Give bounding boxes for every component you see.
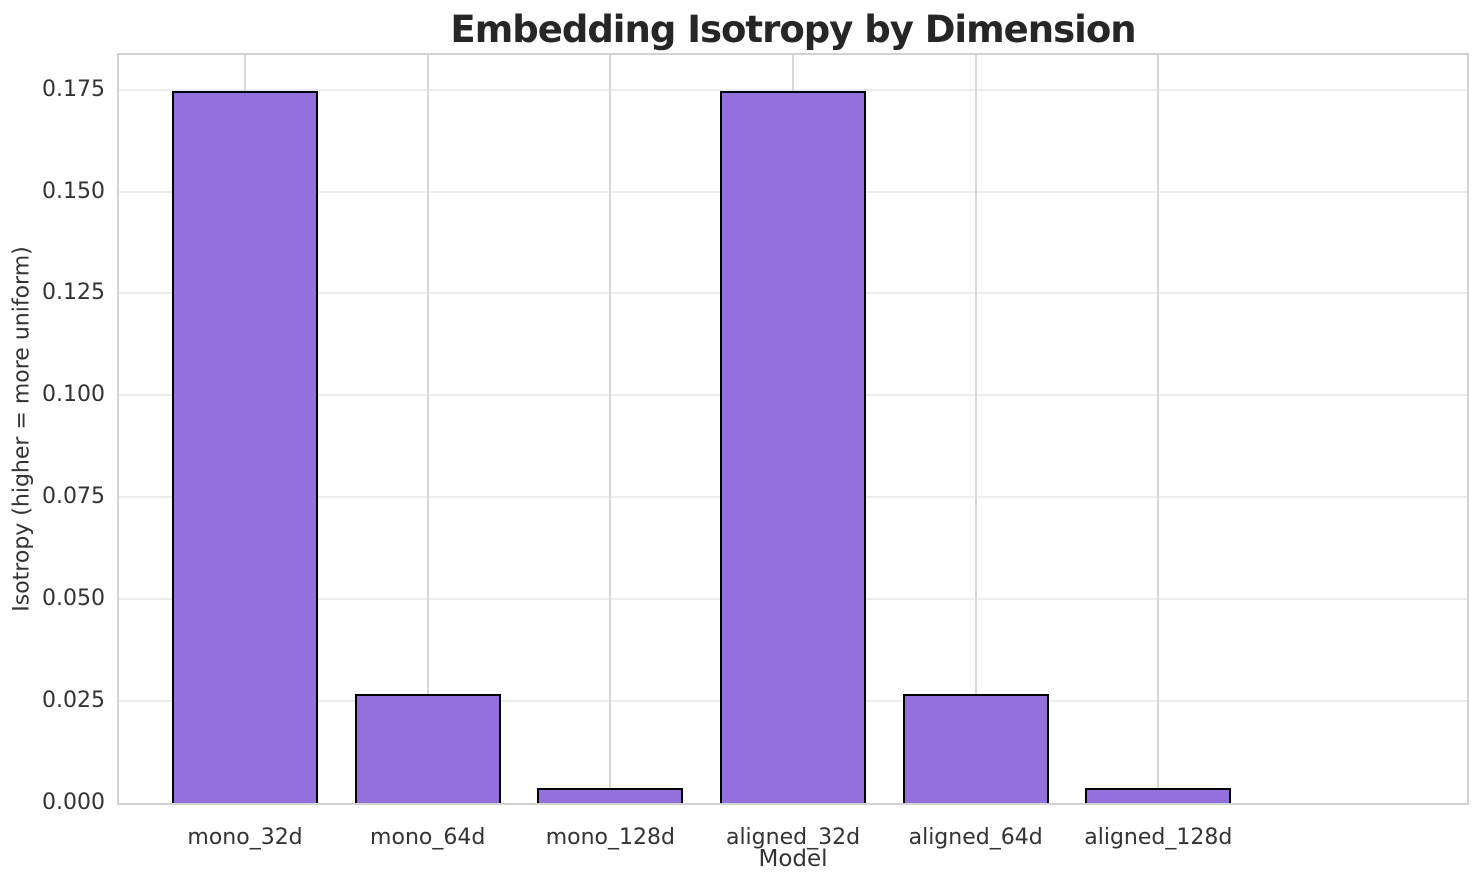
x-tick-label-mono_64d: mono_64d [370, 825, 486, 850]
y-tick-label: 0.150 [42, 178, 105, 204]
chart-title: Embedding Isotropy by Dimension [450, 8, 1136, 51]
v-gridline [426, 55, 429, 803]
plot-area [117, 53, 1469, 805]
x-tick-label-aligned_32d: aligned_32d [725, 825, 861, 850]
x-tick-label-aligned_128d: aligned_128d [1084, 825, 1233, 850]
v-gridline [609, 55, 612, 803]
bar-mono_128d [537, 788, 684, 803]
v-gridline [974, 55, 977, 803]
x-tick-label-aligned_64d: aligned_64d [908, 825, 1043, 850]
y-tick-label: 0.000 [42, 790, 105, 815]
bar-mono_64d [354, 693, 501, 803]
bar-mono_32d [171, 90, 319, 803]
y-tick-label: 0.125 [42, 280, 105, 306]
y-tick-label: 0.025 [42, 688, 105, 714]
y-tick-label: 0.075 [42, 484, 105, 510]
bar-aligned_32d [719, 90, 867, 803]
y-tick-label: 0.050 [42, 586, 105, 612]
x-tick-label-mono_32d: mono_32d [187, 825, 303, 850]
y-tick-label: 0.175 [42, 76, 105, 102]
y-axis-label: Isotropy (higher = more uniform) [9, 246, 35, 612]
bar-aligned_64d [902, 693, 1049, 803]
v-gridline [1157, 55, 1160, 803]
x-axis-label: Model [758, 846, 828, 872]
y-tick-label: 0.100 [42, 382, 105, 408]
bar-aligned_128d [1085, 788, 1232, 803]
x-tick-label-mono_128d: mono_128d [545, 825, 675, 850]
plot-inner [119, 55, 1467, 803]
